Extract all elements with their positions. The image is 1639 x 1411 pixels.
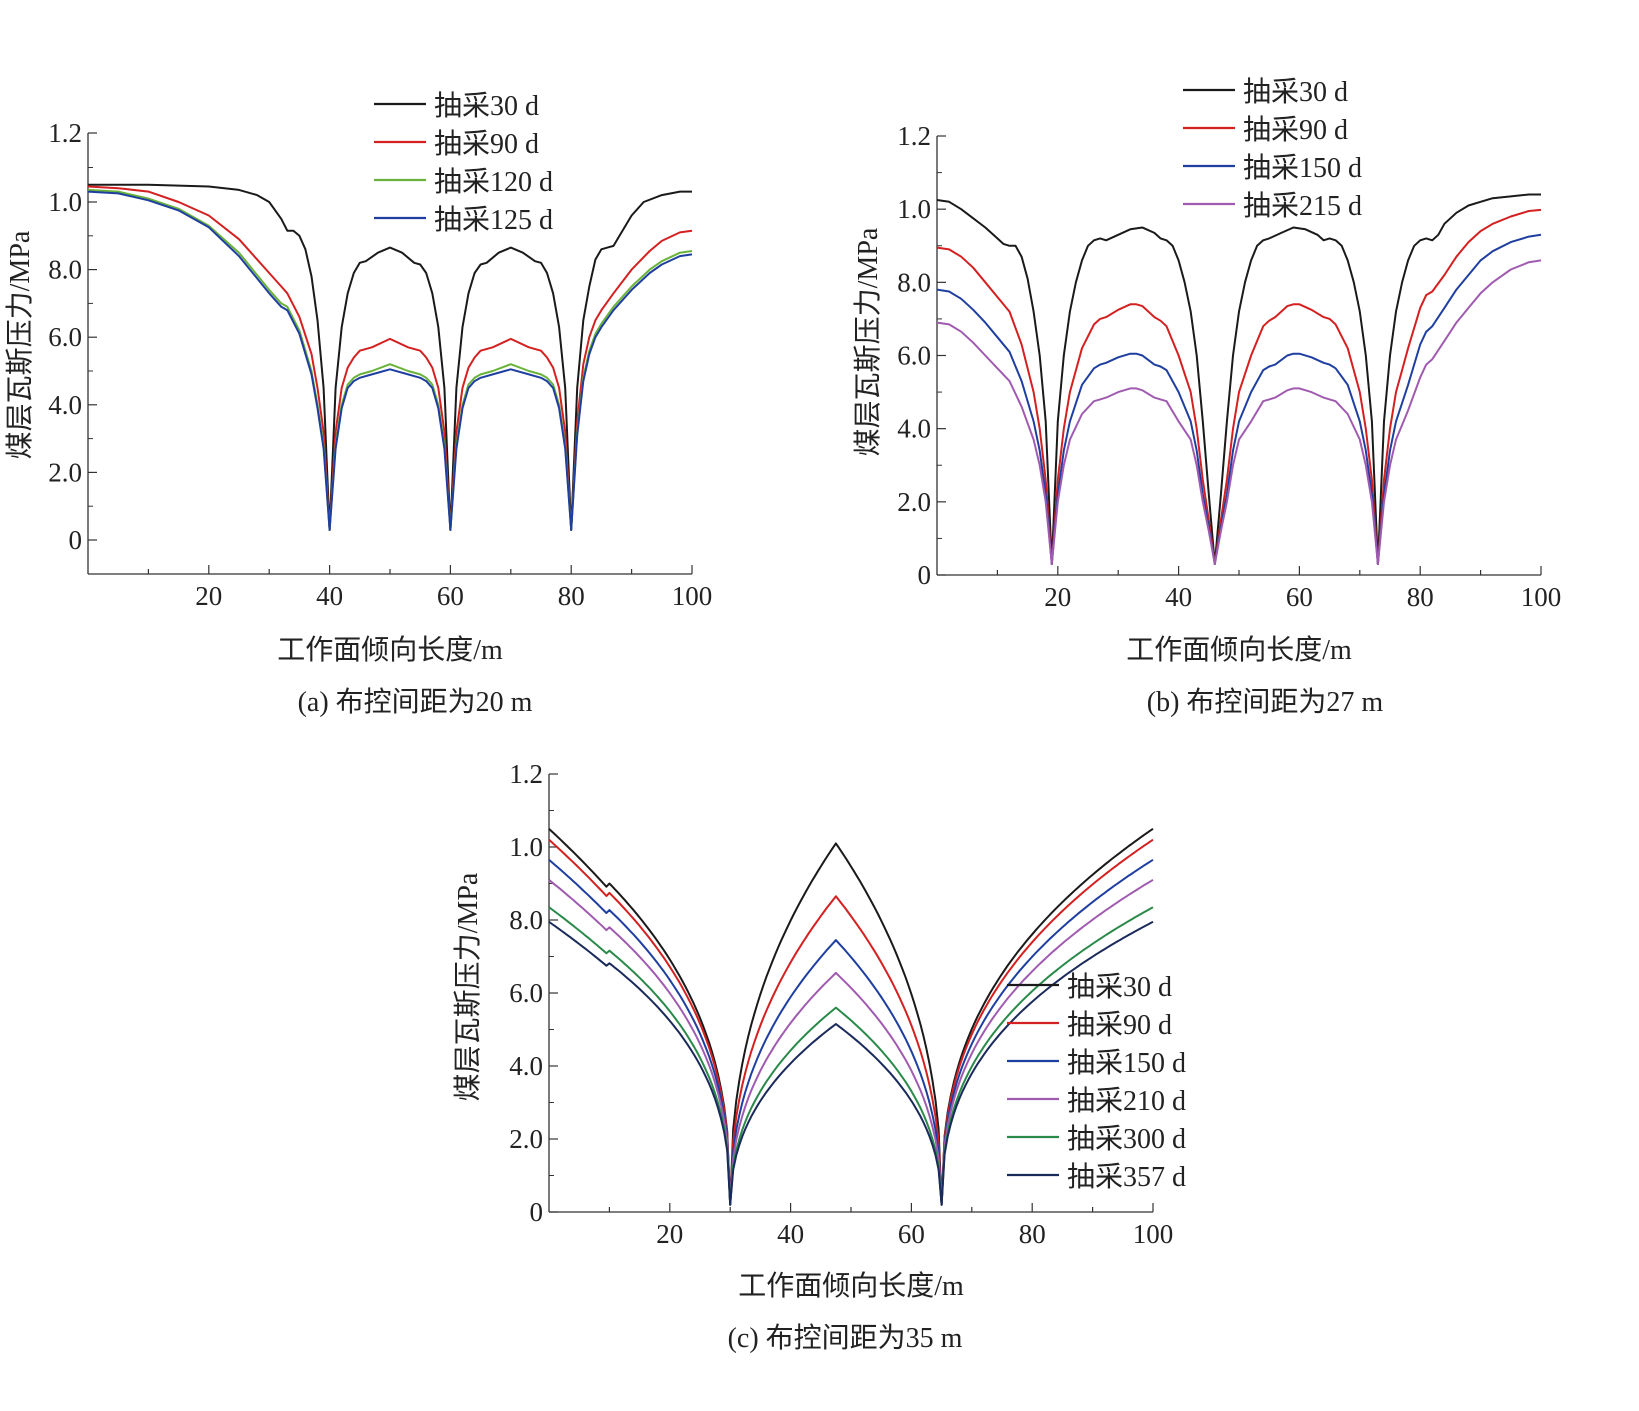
y-tick-label: 2.0 bbox=[509, 1124, 543, 1154]
legend-label: 抽采357 d bbox=[1067, 1161, 1186, 1193]
y-tick-label: 6.0 bbox=[509, 978, 543, 1008]
x-tick-label: 80 bbox=[1019, 1219, 1046, 1249]
y-tick-label: 0 bbox=[918, 560, 932, 590]
y-tick-label: 4.0 bbox=[509, 1051, 543, 1081]
y-tick-label: 8.0 bbox=[509, 905, 543, 935]
series-line bbox=[936, 259, 1542, 565]
legend-label: 抽采90 d bbox=[434, 128, 539, 160]
y-tick-label: 4.0 bbox=[48, 390, 82, 420]
series-line bbox=[548, 920, 1154, 1206]
series-line bbox=[88, 183, 692, 531]
series-line bbox=[936, 193, 1541, 565]
x-tick-label: 20 bbox=[195, 581, 222, 611]
chart-panel-b: 0 2.0 4.0 6.0 8.0 1.0 1.2 20 40 60 80 100 抽采30 d 抽采90… bbox=[852, 76, 1561, 718]
y-tick-label: 6.0 bbox=[897, 341, 931, 371]
series-line bbox=[548, 838, 1154, 1206]
x-tick-label: 40 bbox=[777, 1219, 804, 1249]
x-tick-label: 80 bbox=[558, 581, 585, 611]
x-axis-title: 工作面倾向长度/m bbox=[738, 1270, 964, 1302]
series-line bbox=[548, 878, 1154, 1206]
y-axis-title: 煤层瓦斯压力/MPa bbox=[852, 227, 884, 456]
y-tick-label: 0 bbox=[69, 525, 83, 555]
legend-label: 抽采210 d bbox=[1067, 1085, 1186, 1117]
y-tick-label: 1.2 bbox=[897, 121, 931, 151]
y-tick-label: 1.0 bbox=[897, 194, 931, 224]
legend-label: 抽采150 d bbox=[1243, 152, 1362, 184]
panel-caption: (c) 布控间距为35 m bbox=[728, 1322, 963, 1354]
panel-caption: (b) 布控间距为27 m bbox=[1147, 686, 1384, 718]
chart-panel-c: 0 2.0 4.0 6.0 8.0 1.0 1.2 20 40 60 80 100 抽采30 d 抽采90… bbox=[452, 759, 1186, 1354]
y-tick-label: 8.0 bbox=[897, 267, 931, 297]
y-tick-label: 2.0 bbox=[48, 457, 82, 487]
legend-label: 抽采150 d bbox=[1067, 1047, 1186, 1079]
x-tick-label: 40 bbox=[1165, 582, 1192, 612]
series-line bbox=[548, 906, 1154, 1206]
x-tick-label: 100 bbox=[1133, 1219, 1174, 1249]
y-tick-label: 1.2 bbox=[509, 759, 543, 789]
legend-label: 抽采120 d bbox=[434, 166, 553, 198]
series-line bbox=[87, 190, 693, 531]
y-tick-label: 0 bbox=[530, 1197, 544, 1227]
chart-panel-a: 0 2.0 4.0 6.0 8.0 1.0 1.2 20 40 60 80 100 抽采30 d 抽采90… bbox=[4, 90, 712, 718]
y-tick-label: 4.0 bbox=[897, 414, 931, 444]
y-axis-title: 煤层瓦斯压力/MPa bbox=[452, 872, 484, 1101]
legend-label: 抽采90 d bbox=[1067, 1009, 1172, 1041]
x-tick-label: 20 bbox=[1044, 582, 1071, 612]
legend-label: 抽采30 d bbox=[434, 90, 539, 122]
x-tick-label: 40 bbox=[316, 581, 343, 611]
series-line bbox=[548, 858, 1154, 1206]
x-tick-label: 100 bbox=[1521, 582, 1562, 612]
series-line bbox=[548, 827, 1154, 1206]
x-tick-label: 60 bbox=[437, 581, 464, 611]
y-tick-label: 2.0 bbox=[897, 487, 931, 517]
panel-caption: (a) 布控间距为20 m bbox=[298, 686, 533, 718]
series-line bbox=[87, 185, 693, 531]
legend-label: 抽采30 d bbox=[1243, 76, 1348, 108]
x-tick-label: 20 bbox=[656, 1219, 683, 1249]
legend-label: 抽采125 d bbox=[434, 204, 553, 236]
y-axis-title: 煤层瓦斯压力/MPa bbox=[4, 230, 36, 459]
x-tick-label: 100 bbox=[672, 581, 713, 611]
series-line bbox=[936, 208, 1542, 565]
x-tick-label: 60 bbox=[898, 1219, 925, 1249]
series-line bbox=[87, 188, 693, 531]
x-tick-label: 80 bbox=[1407, 582, 1434, 612]
y-tick-label: 1.2 bbox=[48, 118, 82, 148]
y-tick-label: 1.0 bbox=[48, 187, 82, 217]
y-tick-label: 8.0 bbox=[48, 255, 82, 285]
legend-label: 抽采30 d bbox=[1067, 971, 1172, 1003]
x-tick-label: 60 bbox=[1286, 582, 1313, 612]
x-axis-title: 工作面倾向长度/m bbox=[277, 634, 503, 666]
legend-label: 抽采90 d bbox=[1243, 114, 1348, 146]
y-tick-label: 6.0 bbox=[48, 322, 82, 352]
legend-label: 抽采215 d bbox=[1243, 190, 1362, 222]
legend-label: 抽采300 d bbox=[1067, 1123, 1186, 1155]
y-tick-label: 1.0 bbox=[509, 832, 543, 862]
x-axis-title: 工作面倾向长度/m bbox=[1126, 634, 1352, 666]
